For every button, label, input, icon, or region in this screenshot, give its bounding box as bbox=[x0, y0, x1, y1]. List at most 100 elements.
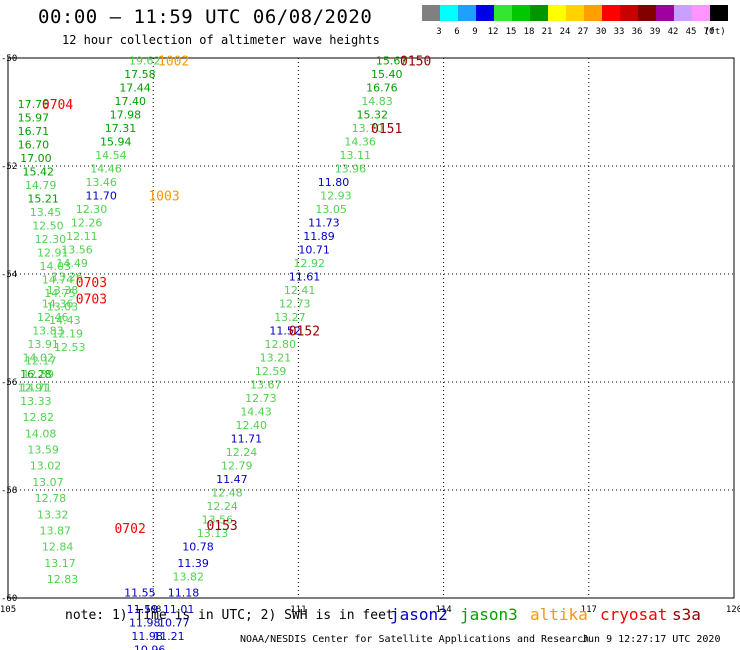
colorbar-swatch bbox=[692, 5, 710, 21]
swh-value: 12.53 bbox=[54, 341, 85, 354]
pass-time-label: 0704 bbox=[42, 98, 73, 113]
colorbar-label: 3 bbox=[436, 27, 442, 37]
swh-value: 13.05 bbox=[315, 203, 347, 216]
swh-value: 11.89 bbox=[303, 230, 335, 243]
swh-value: 13.02 bbox=[30, 460, 61, 473]
swh-value: 10.71 bbox=[298, 244, 330, 257]
swh-value: 17.40 bbox=[114, 95, 146, 108]
swh-value: 11.98 bbox=[129, 616, 161, 629]
legend-altika: altika bbox=[530, 605, 588, 624]
map-frame bbox=[7, 57, 735, 599]
swh-value: 14.46 bbox=[90, 163, 122, 176]
swh-value: 16.76 bbox=[366, 82, 398, 95]
swh-value: 11.59 bbox=[127, 603, 159, 616]
colorbar-label: 6 bbox=[454, 27, 460, 37]
colorbar-label: 15 bbox=[505, 27, 517, 37]
swh-value: 13.82 bbox=[173, 570, 205, 583]
colorbar-label: 18 bbox=[523, 27, 535, 37]
swh-value: 13.67 bbox=[250, 379, 282, 392]
swh-value: 14.75 bbox=[44, 287, 76, 300]
swh-value: 15.94 bbox=[100, 136, 131, 149]
colorbar-swatch bbox=[656, 5, 674, 21]
swh-value: 13.33 bbox=[20, 395, 51, 408]
pass-time-label: 1003 bbox=[148, 190, 179, 205]
swh-value: 12.89 bbox=[23, 368, 55, 381]
swh-value: 11.55 bbox=[124, 587, 156, 600]
swh-value: 12.84 bbox=[42, 541, 74, 554]
swh-value: 12.73 bbox=[245, 392, 277, 405]
swh-value: 14.54 bbox=[95, 149, 127, 162]
colorbar-swatch bbox=[710, 5, 728, 21]
colorbar-swatch bbox=[494, 5, 512, 21]
colorbar-swatch bbox=[638, 5, 656, 21]
swh-value: 11.18 bbox=[168, 587, 200, 600]
lat-tick-label: -58 bbox=[1, 486, 17, 496]
swh-value: 12.82 bbox=[23, 411, 55, 424]
pass-time-label: 1002 bbox=[158, 55, 189, 70]
swh-value: 13.59 bbox=[27, 444, 59, 457]
swh-value: 11.70 bbox=[85, 190, 117, 203]
colorbar-swatch bbox=[674, 5, 692, 21]
swh-value: 12.19 bbox=[52, 327, 83, 340]
swh-value: 12.24 bbox=[206, 500, 238, 513]
colorbar-label: 70 bbox=[703, 27, 715, 37]
swh-value: 13.03 bbox=[47, 300, 79, 313]
colorbar-swatch bbox=[440, 5, 458, 21]
swh-value: 17.31 bbox=[105, 122, 137, 135]
pass-time-label: 0703 bbox=[76, 276, 107, 291]
swh-value: 14.79 bbox=[25, 179, 57, 192]
page-subtitle: 12 hour collection of altimeter wave hei… bbox=[62, 33, 380, 47]
swh-value: 13.32 bbox=[37, 508, 69, 521]
swh-value: 12.78 bbox=[35, 492, 66, 505]
swh-value: 12.79 bbox=[221, 460, 253, 473]
swh-value: 11.73 bbox=[308, 217, 340, 230]
swh-value: 15.32 bbox=[356, 109, 388, 122]
swh-value: 12.26 bbox=[71, 217, 103, 230]
page-title: 00:00 – 11:59 UTC 06/08/2020 bbox=[38, 6, 373, 28]
swh-value: 12.30 bbox=[35, 233, 66, 246]
lat-tick-label: -54 bbox=[1, 270, 17, 280]
swh-value: 13.83 bbox=[32, 325, 64, 338]
swh-value: 13.91 bbox=[27, 338, 59, 351]
swh-value: 17.44 bbox=[119, 82, 151, 95]
swh-value: 15.42 bbox=[23, 165, 55, 178]
swh-value: 13.13 bbox=[197, 527, 229, 540]
colorbar-swatch bbox=[602, 5, 620, 21]
swh-value: 13.70 bbox=[352, 122, 384, 135]
colorbar-swatch bbox=[458, 5, 476, 21]
swh-value: 12.91 bbox=[37, 246, 69, 259]
swh-value: 17.76 bbox=[18, 98, 50, 111]
swh-value: 16.28 bbox=[20, 368, 51, 381]
lat-tick-label: -52 bbox=[1, 162, 17, 172]
swh-value: 19.62 bbox=[129, 55, 161, 68]
colorbar-label: 9 bbox=[472, 27, 478, 37]
swh-value: 13.38 bbox=[47, 284, 79, 297]
swh-value: 14.43 bbox=[49, 314, 81, 327]
pass-time-label: 0703 bbox=[76, 292, 107, 307]
swh-value: 13.46 bbox=[85, 176, 117, 189]
swh-value: 14.36 bbox=[344, 136, 376, 149]
swh-value: 10.96 bbox=[134, 643, 166, 650]
swh-value: 13.96 bbox=[335, 163, 367, 176]
swh-value: 12.41 bbox=[284, 284, 316, 297]
swh-value: 11.39 bbox=[177, 557, 209, 570]
swh-value: 14.03 bbox=[39, 260, 71, 273]
swh-value: 13.17 bbox=[44, 557, 76, 570]
lon-tick-label: 120 bbox=[726, 605, 740, 615]
colorbar-label: 45 bbox=[685, 27, 697, 37]
swh-value: 15.97 bbox=[18, 111, 50, 124]
swh-value: 14.43 bbox=[240, 406, 272, 419]
swh-value: 12.91 bbox=[18, 381, 50, 394]
lon-tick-label: 114 bbox=[435, 605, 451, 615]
swh-value: 10.78 bbox=[182, 541, 214, 554]
pass-time-label: 0702 bbox=[114, 522, 145, 537]
swh-value: 11.61 bbox=[289, 271, 321, 284]
swh-value: 16.71 bbox=[18, 125, 50, 138]
swh-value: 12.24 bbox=[226, 446, 257, 459]
swh-value: 11.47 bbox=[216, 473, 248, 486]
swh-value: 12.40 bbox=[235, 419, 266, 432]
swh-value: 14.74 bbox=[42, 273, 74, 286]
swh-value: 13.87 bbox=[39, 525, 71, 538]
swh-value: 10.77 bbox=[158, 616, 190, 629]
